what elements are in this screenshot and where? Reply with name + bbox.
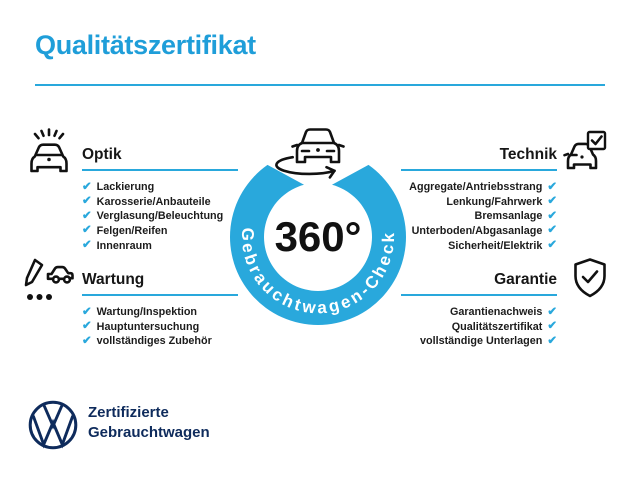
check-item: Qualitätszertifikat ✔: [451, 320, 557, 333]
car-shine-icon: [25, 128, 73, 174]
section-title: Optik: [82, 146, 122, 163]
ring-shape: [230, 164, 406, 325]
check-item: ✔ vollständiges Zubehör: [82, 334, 212, 348]
check-icon: ✔: [547, 238, 557, 251]
check-icon: ✔: [82, 180, 92, 193]
check-item: ✔ Hauptuntersuchung: [82, 320, 200, 333]
check-icon: ✔: [547, 195, 557, 208]
check-item: ✔ Wartung/Inspektion: [82, 305, 198, 319]
page-title: Qualitätszertifikat: [35, 30, 256, 60]
check-item: Aggregate/Antriebsstrang ✔: [409, 180, 557, 194]
shield-check-icon: [572, 257, 608, 299]
check-icon: ✔: [547, 320, 557, 333]
footer-line2: Gebrauchtwagen: [88, 424, 210, 441]
check-item: Unterboden/Abgasanlage ✔: [411, 224, 557, 238]
check-item: Sicherheit/Elektrik ✔: [448, 238, 557, 252]
service-checklist-icon: [23, 258, 75, 302]
check-icon: ✔: [82, 195, 92, 208]
section-divider: [401, 294, 557, 296]
check-icon: ✔: [82, 238, 92, 251]
check-list: ✔ Wartung/Inspektion ✔ Hauptuntersuchung ✔…: [82, 305, 254, 349]
check-icon: ✔: [82, 209, 92, 222]
section-divider: [82, 294, 238, 296]
title-divider: [35, 84, 605, 86]
section-divider: [401, 169, 557, 171]
section-wartung: Wartung ✔ Wartung/Inspektion ✔ Hauptunters…: [82, 271, 254, 349]
check-item: ✔ Felgen/Reifen: [82, 224, 168, 238]
check-item: vollständige Unterlagen ✔: [419, 334, 557, 348]
check-icon: ✔: [547, 180, 557, 193]
check-icon: ✔: [547, 209, 557, 222]
check-icon: ✔: [82, 224, 92, 237]
check-icon: ✔: [547, 334, 557, 347]
degree-label: 360°: [275, 213, 362, 260]
check-icon: ✔: [547, 224, 557, 237]
check-item: Bremsanlage ✔: [474, 209, 557, 223]
section-garantie: Garantie Garantienachweis ✔ Qualitätszert…: [385, 271, 557, 349]
check-item: ✔ Lackierung: [82, 180, 155, 194]
section-title: Wartung: [82, 271, 145, 288]
check-item: ✔ Verglasung/Beleuchtung: [82, 209, 224, 223]
section-divider: [82, 169, 238, 171]
footer-brand-text: Zertifizierte Gebrauchtwagen: [88, 403, 210, 443]
check-list: Garantienachweis ✔ Qualitätszertifikat ✔ v…: [385, 305, 557, 349]
check-icon: ✔: [547, 305, 557, 318]
vw-logo: [27, 399, 79, 451]
check-item: ✔ Karosserie/Anbauteile: [82, 195, 211, 208]
check-list: ✔ Lackierung ✔ Karosserie/Anbauteile ✔ Verg…: [82, 180, 254, 253]
section-optik: Optik ✔ Lackierung ✔ Karosserie/Anbauteile…: [82, 146, 254, 253]
section-title: Technik: [499, 146, 557, 163]
car-checkbox-icon: [561, 130, 608, 172]
car-360-icon: [275, 128, 345, 179]
check-icon: ✔: [82, 334, 92, 347]
check-item: ✔ Innenraum: [82, 238, 152, 252]
check-icon: ✔: [82, 305, 92, 318]
section-title: Garantie: [494, 271, 557, 288]
footer-line1: Zertifizierte: [88, 404, 169, 421]
check-item: Lenkung/Fahrwerk ✔: [446, 195, 557, 208]
check-icon: ✔: [82, 320, 92, 333]
360-check-ring: Gebrauchtwagen-Check 360°: [216, 124, 420, 352]
check-list: Aggregate/Antriebsstrang ✔ Lenkung/Fahrwe…: [385, 180, 557, 253]
check-item: Garantienachweis ✔: [449, 305, 557, 319]
section-technik: Technik Aggregate/Antriebsstrang ✔ Lenkun…: [385, 146, 557, 253]
